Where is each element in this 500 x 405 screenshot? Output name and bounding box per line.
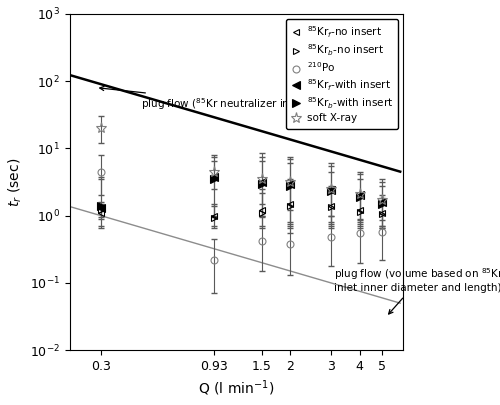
- Text: plug flow ($^{85}$Kr neutralizer inner volume): plug flow ($^{85}$Kr neutralizer inner v…: [100, 86, 353, 112]
- Legend: $^{85}$Kr$_f$-no insert, $^{85}$Kr$_b$-no insert, $^{210}$Po, $^{85}$Kr$_f$-with: $^{85}$Kr$_f$-no insert, $^{85}$Kr$_b$-n…: [286, 19, 399, 129]
- Y-axis label: $t_r$ (sec): $t_r$ (sec): [7, 157, 24, 207]
- X-axis label: Q (l min$^{-1}$): Q (l min$^{-1}$): [198, 378, 274, 398]
- Text: plug flow (volume based on $^{85}$Kr
inlet inner diameter and length): plug flow (volume based on $^{85}$Kr inl…: [334, 266, 500, 314]
